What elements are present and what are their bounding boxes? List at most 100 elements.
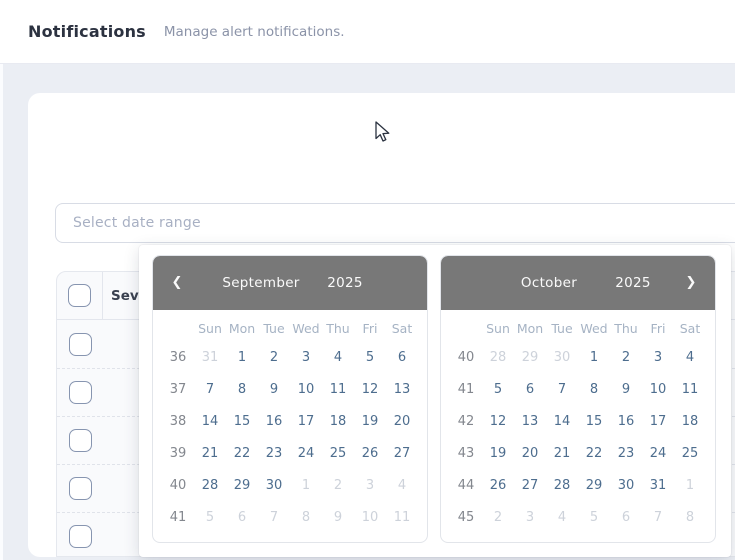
calendar-day[interactable]: 9	[621, 382, 631, 397]
calendar-day[interactable]: 8	[589, 382, 599, 397]
calendar-day[interactable]: 18	[329, 414, 347, 429]
calendar-day[interactable]: 1	[589, 350, 599, 365]
calendar-day[interactable]: 28	[489, 350, 507, 365]
calendar-day[interactable]: 23	[265, 446, 283, 461]
date-range-input[interactable]: Select date range	[55, 203, 735, 243]
row-checkbox[interactable]	[68, 525, 92, 548]
row-checkbox[interactable]	[68, 381, 92, 404]
calendar-day[interactable]: 8	[237, 382, 247, 397]
calendar-day[interactable]: 15	[233, 414, 251, 429]
calendar-day[interactable]: 14	[553, 414, 571, 429]
calendar-day[interactable]: 26	[361, 446, 379, 461]
calendar-day[interactable]: 14	[201, 414, 219, 429]
calendar-day[interactable]: 2	[333, 478, 343, 493]
calendar-day[interactable]: 21	[553, 446, 571, 461]
calendar-day[interactable]: 22	[233, 446, 251, 461]
calendar-day[interactable]: 5	[493, 382, 503, 397]
calendar-day[interactable]: 29	[521, 350, 539, 365]
calendar-day[interactable]: 10	[361, 510, 379, 525]
calendar-day[interactable]: 11	[681, 382, 699, 397]
calendar-day[interactable]: 17	[649, 414, 667, 429]
calendar-day[interactable]: 22	[585, 446, 603, 461]
calendar-day[interactable]: 29	[233, 478, 251, 493]
calendar-day[interactable]: 2	[621, 350, 631, 365]
calendar-day[interactable]: 18	[681, 414, 699, 429]
row-checkbox[interactable]	[68, 429, 92, 452]
calendar-day[interactable]: 3	[301, 350, 311, 365]
calendar-day[interactable]: 5	[205, 510, 215, 525]
calendar-day[interactable]: 1	[685, 478, 695, 493]
week-number: 45	[457, 510, 475, 525]
calendar-day[interactable]: 6	[621, 510, 631, 525]
calendar-day[interactable]: 6	[237, 510, 247, 525]
calendar-day[interactable]: 24	[297, 446, 315, 461]
calendar-day[interactable]: 20	[393, 414, 411, 429]
calendar-day[interactable]: 5	[589, 510, 599, 525]
calendar-day[interactable]: 19	[489, 446, 507, 461]
row-checkbox[interactable]	[68, 332, 92, 356]
calendar-day[interactable]: 28	[553, 478, 571, 493]
calendar-day[interactable]: 7	[269, 510, 279, 525]
calendar-day[interactable]: 11	[329, 382, 347, 397]
calendar-day[interactable]: 21	[201, 446, 219, 461]
calendar-day[interactable]: 5	[365, 350, 375, 365]
calendar-day[interactable]: 30	[617, 478, 635, 493]
calendar-day[interactable]: 23	[617, 446, 635, 461]
calendar-day[interactable]: 28	[201, 478, 219, 493]
calendar-day[interactable]: 6	[397, 350, 407, 365]
calendar-day[interactable]: 4	[685, 350, 695, 365]
select-all-cell	[57, 272, 103, 319]
calendar-day[interactable]: 4	[397, 478, 407, 493]
calendar-day[interactable]: 12	[361, 382, 379, 397]
calendar-day[interactable]: 9	[269, 382, 279, 397]
month-label[interactable]: October	[520, 275, 578, 291]
calendar-day[interactable]: 16	[265, 414, 283, 429]
calendar-day[interactable]: 30	[553, 350, 571, 365]
calendar-day[interactable]: 2	[493, 510, 503, 525]
calendar-day[interactable]: 27	[393, 446, 411, 461]
year-label[interactable]: 2025	[327, 275, 363, 291]
calendar-day[interactable]: 10	[649, 382, 667, 397]
calendar-day[interactable]: 20	[521, 446, 539, 461]
calendar-day[interactable]: 30	[265, 478, 283, 493]
calendar-day[interactable]: 25	[329, 446, 347, 461]
select-all-checkbox[interactable]	[68, 284, 91, 307]
calendar-day[interactable]: 31	[649, 478, 667, 493]
calendar-day[interactable]: 12	[489, 414, 507, 429]
calendar-day[interactable]: 9	[333, 510, 343, 525]
calendar-day[interactable]: 1	[237, 350, 247, 365]
calendar-day[interactable]: 16	[617, 414, 635, 429]
calendar-day[interactable]: 10	[297, 382, 315, 397]
calendar-day[interactable]: 31	[201, 350, 219, 365]
weekday-label: Thu	[614, 321, 638, 336]
calendar-day[interactable]: 6	[525, 382, 535, 397]
calendar-day[interactable]: 29	[585, 478, 603, 493]
calendar-day[interactable]: 19	[361, 414, 379, 429]
calendar-day[interactable]: 2	[269, 350, 279, 365]
calendar-day[interactable]: 25	[681, 446, 699, 461]
calendar-day[interactable]: 7	[557, 382, 567, 397]
next-month-icon[interactable]: ❯	[685, 275, 697, 290]
calendar-day[interactable]: 15	[585, 414, 603, 429]
calendar-day[interactable]: 17	[297, 414, 315, 429]
calendar-day[interactable]: 24	[649, 446, 667, 461]
prev-month-icon[interactable]: ❮	[171, 275, 183, 290]
calendar-day[interactable]: 26	[489, 478, 507, 493]
calendar-day[interactable]: 8	[301, 510, 311, 525]
calendar-day[interactable]: 1	[301, 478, 311, 493]
calendar-day[interactable]: 4	[557, 510, 567, 525]
month-label[interactable]: September	[222, 275, 300, 291]
year-label[interactable]: 2025	[615, 275, 651, 291]
calendar-day[interactable]: 13	[521, 414, 539, 429]
calendar-day[interactable]: 7	[205, 382, 215, 397]
row-checkbox[interactable]	[68, 477, 92, 500]
calendar-day[interactable]: 3	[525, 510, 535, 525]
calendar-day[interactable]: 13	[393, 382, 411, 397]
calendar-day[interactable]: 4	[333, 350, 343, 365]
calendar-day[interactable]: 3	[653, 350, 663, 365]
calendar-day[interactable]: 3	[365, 478, 375, 493]
calendar-day[interactable]: 7	[653, 510, 663, 525]
calendar-day[interactable]: 8	[685, 510, 695, 525]
calendar-day[interactable]: 11	[393, 510, 411, 525]
calendar-day[interactable]: 27	[521, 478, 539, 493]
